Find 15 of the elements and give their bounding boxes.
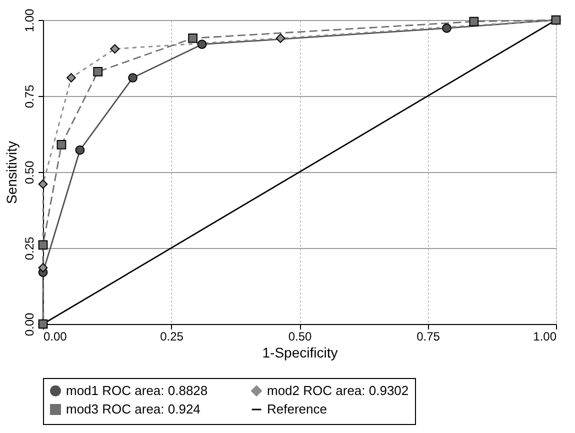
legend-label: mod2 ROC area: 0.9302 [267,382,409,398]
x-tick-label: 0.50 [288,330,312,344]
y-axis-title: Sensitivity [4,140,20,204]
legend-label: mod3 ROC area: 0.924 [66,402,200,416]
x-tick-label: 0.25 [160,330,184,344]
y-tick-label: 0.50 [22,160,36,184]
legend-label: mod1 ROC area: 0.8828 [66,382,208,398]
y-tick-label: 1.00 [22,8,36,32]
legend-label: Reference [267,402,327,416]
y-tick-label: 0.25 [22,236,36,260]
x-tick-label: 0.00 [44,330,68,344]
x-axis-title: 1-Specificity [262,344,338,360]
x-tick-label: 0.75 [416,330,440,344]
x-tick-label: 1.00 [533,330,557,344]
y-tick-label: 0.75 [22,84,36,108]
